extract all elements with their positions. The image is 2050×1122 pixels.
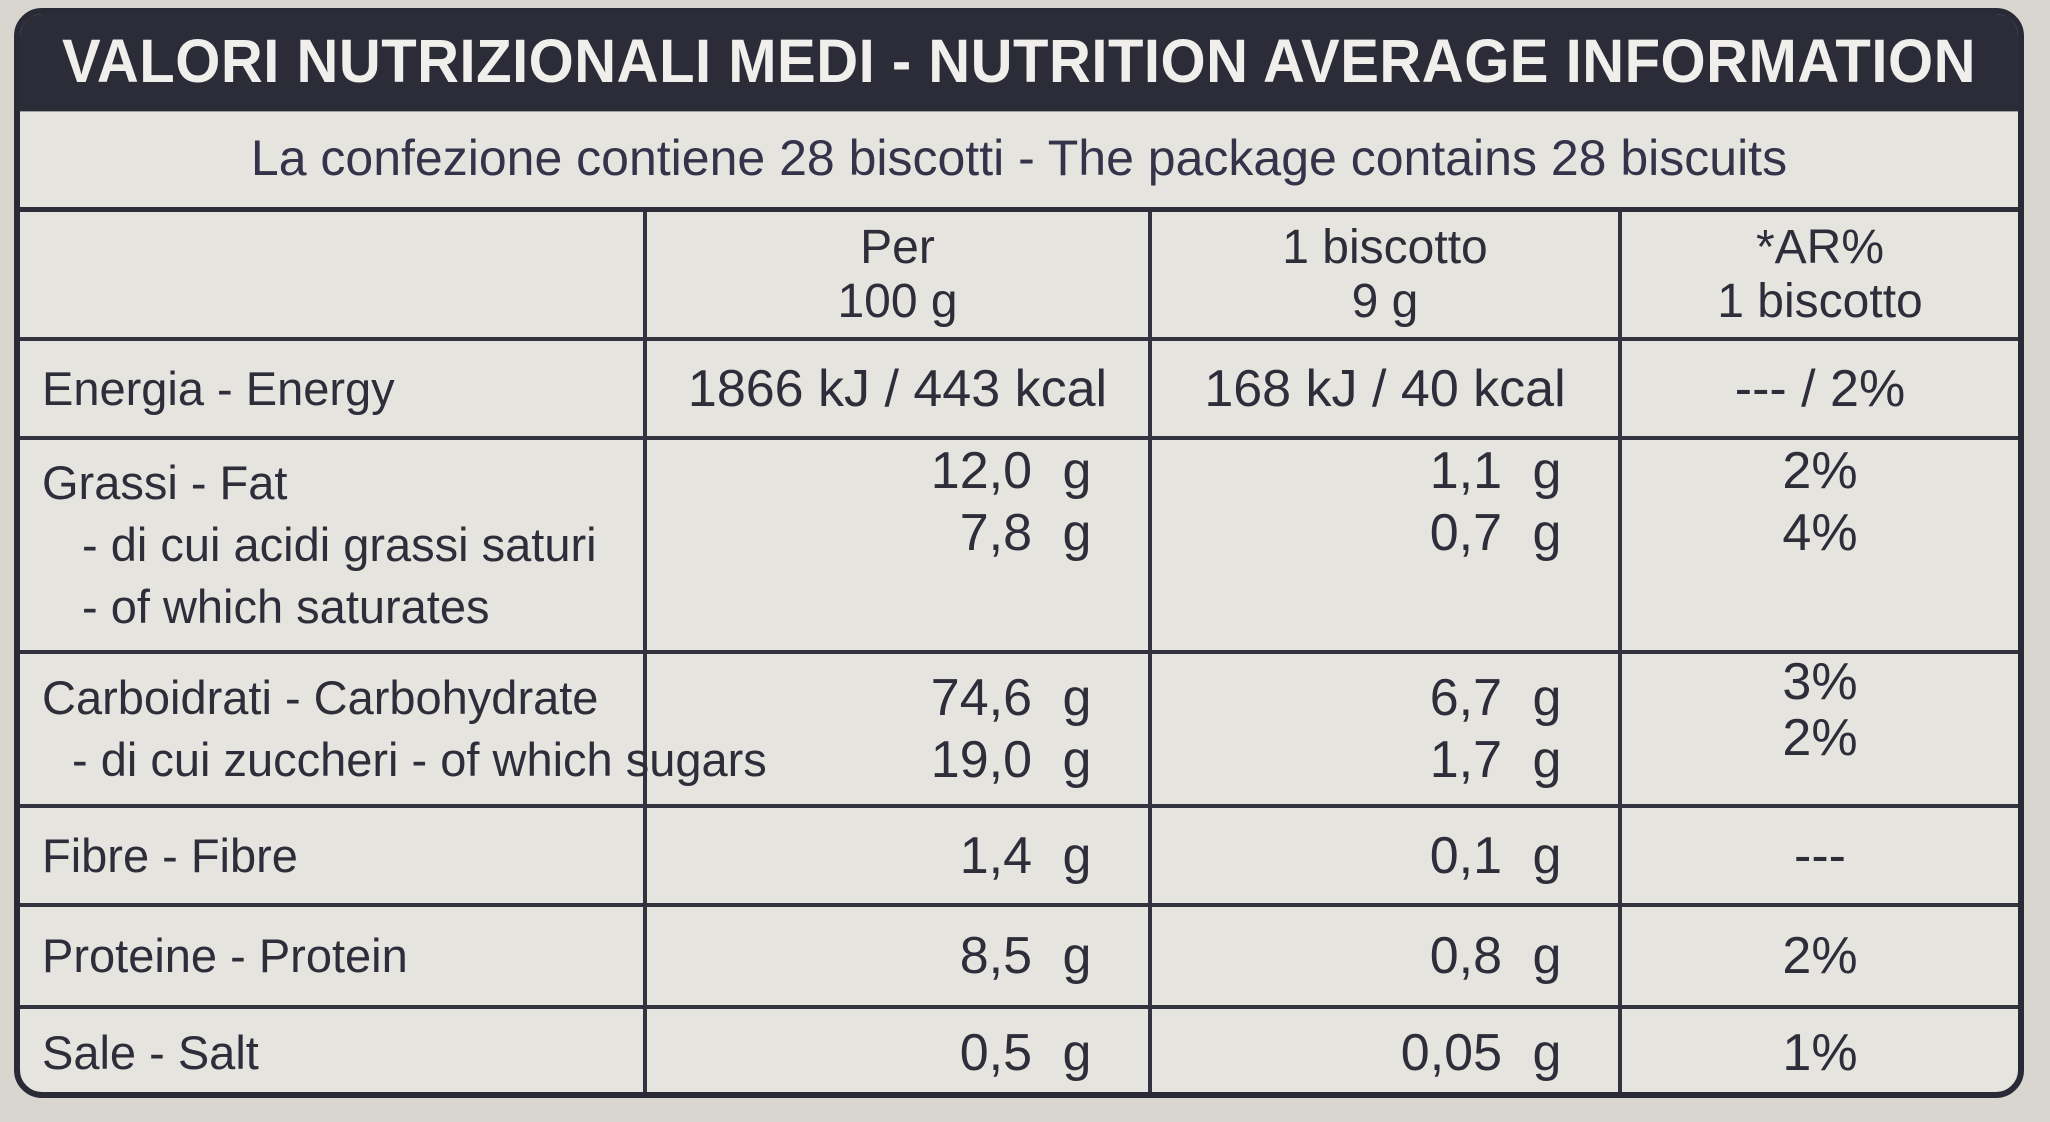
saturates-per-100g: 7,8 [959, 504, 1032, 562]
label-title: VALORI NUTRIZIONALI MEDI - NUTRITION AVE… [20, 14, 2018, 112]
fat-per-biscuit: 1,1 [1429, 442, 1502, 500]
carbohydrate-per-100g: 74,6 [930, 669, 1032, 727]
table-row-energy: Energia - Energy 1866 kJ / 443 kcal 168 … [20, 337, 2018, 440]
unit-label: g [1532, 669, 1562, 727]
unit-label: g [1062, 731, 1092, 789]
nutrition-label: VALORI NUTRIZIONALI MEDI - NUTRITION AVE… [14, 8, 2024, 1098]
sugars-per-biscuit: 1,7 [1429, 731, 1502, 789]
unit-label: g [1532, 927, 1562, 985]
sugars-per-100g: 19,0 [930, 731, 1032, 789]
table-row-carbohydrate: Carboidrati - Carbohydrate - di cui zucc… [20, 650, 2018, 808]
protein-per-100g: 8,5 [959, 927, 1032, 985]
table-row-fibre: Fibre - Fibre 1,4 g 0,1 g --- [20, 804, 2018, 907]
protein-label: Proteine - Protein [42, 929, 408, 982]
unit-label: g [1532, 442, 1562, 500]
energy-label: Energia - Energy [42, 361, 395, 415]
fat-ar: 2% [1782, 442, 1858, 500]
unit-label: g [1062, 927, 1092, 985]
fat-per-100g: 12,0 [930, 442, 1032, 500]
saturates-ar: 4% [1782, 504, 1858, 562]
fibre-per-100g: 1,4 [959, 826, 1032, 885]
nutrition-table: Per 100 g 1 biscotto 9 g *AR% 1 biscotto… [20, 212, 2018, 1092]
empty-header-cell [20, 212, 647, 341]
protein-per-biscuit: 0,8 [1429, 927, 1502, 985]
sugars-ar: 2% [1782, 709, 1858, 767]
energy-ar: --- / 2% [1734, 359, 1906, 418]
salt-per-biscuit: 0,05 [1400, 1024, 1502, 1082]
energy-per-biscuit: 168 kJ / 40 kcal [1204, 359, 1566, 418]
table-row-protein: Proteine - Protein 8,5 g 0,8 g 2% [20, 903, 2018, 1009]
saturates-per-biscuit: 0,7 [1429, 504, 1502, 562]
header-ar-percent: *AR% 1 biscotto [1618, 212, 2018, 341]
salt-ar: 1% [1782, 1024, 1858, 1082]
fibre-per-biscuit: 0,1 [1429, 826, 1502, 885]
fat-label: Grassi - Fat [42, 456, 288, 509]
table-header-row: Per 100 g 1 biscotto 9 g *AR% 1 biscotto [20, 212, 2018, 341]
unit-label: g [1062, 1024, 1092, 1082]
unit-label: g [1062, 442, 1092, 500]
unit-label: g [1532, 504, 1562, 562]
unit-label: g [1062, 826, 1092, 885]
protein-ar: 2% [1782, 927, 1858, 985]
salt-per-100g: 0,5 [959, 1024, 1032, 1082]
salt-label: Sale - Salt [42, 1026, 259, 1079]
carbohydrate-per-biscuit: 6,7 [1429, 669, 1502, 727]
sugars-label: - di cui zuccheri - of which sugars [72, 733, 767, 786]
saturates-label-en: - of which saturates [82, 580, 490, 633]
package-contents: La confezione contiene 28 biscotti - The… [20, 109, 2018, 212]
unit-label: g [1062, 504, 1092, 562]
table-row-fat: Grassi - Fat - di cui acidi grassi satur… [20, 436, 2018, 654]
fibre-ar: --- [1794, 826, 1846, 885]
energy-per-100g: 1866 kJ / 443 kcal [687, 359, 1108, 418]
table-row-salt: Sale - Salt 0,5 g 0,05 g 1% [20, 1005, 2018, 1092]
unit-label: g [1532, 826, 1562, 885]
unit-label: g [1062, 669, 1092, 727]
unit-label: g [1532, 731, 1562, 789]
fibre-label: Fibre - Fibre [42, 828, 298, 882]
saturates-label-it: - di cui acidi grassi saturi [82, 518, 597, 571]
carbohydrate-ar: 3% [1782, 653, 1858, 711]
unit-label: g [1532, 1024, 1562, 1082]
header-per-100g: Per 100 g [643, 212, 1152, 341]
header-per-biscuit: 1 biscotto 9 g [1148, 212, 1622, 341]
carbohydrate-label: Carboidrati - Carbohydrate [42, 671, 599, 724]
